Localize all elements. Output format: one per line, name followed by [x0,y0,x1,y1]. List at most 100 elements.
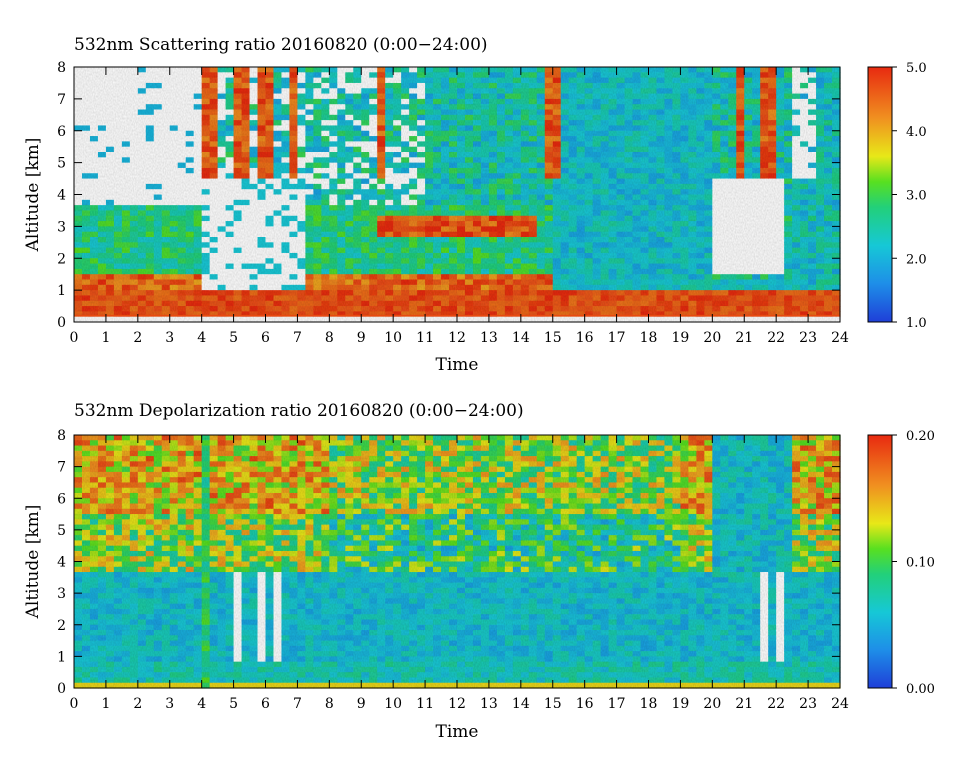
heatmap-cell [369,284,378,291]
heatmap-cell [161,279,171,286]
heatmap-cell [313,295,322,302]
heatmap-cell [632,109,642,116]
heatmap-cell [720,205,729,212]
heatmap-cell [329,263,338,270]
heatmap-cell [792,242,801,249]
heatmap-cell [265,226,275,233]
heatmap-cell [177,189,187,196]
heatmap-cell [281,316,291,323]
heatmap-cell [145,210,155,217]
heatmap-cell [113,540,123,547]
heatmap-cell [74,199,83,206]
heatmap-cell [153,194,163,201]
heatmap-cell [241,268,251,275]
heatmap-cell [105,194,115,201]
heatmap-cell [816,109,825,116]
heatmap-cell [329,215,338,222]
heatmap-cell [632,284,642,291]
heatmap-cell [433,183,442,190]
heatmap-cell [97,263,107,270]
heatmap-cell [113,456,123,462]
heatmap-cell [273,268,283,275]
heatmap-cell [656,226,666,233]
heatmap-cell [688,300,697,307]
heatmap-cell [361,205,370,212]
heatmap-cell [265,316,275,323]
heatmap-cell [337,295,346,302]
heatmap-cell [89,167,99,174]
heatmap-cell [417,215,426,222]
heatmap-cell [744,258,753,265]
heatmap-cell [137,205,147,212]
heatmap-cell [345,194,354,201]
heatmap-cell [249,306,259,312]
heatmap-cell [81,603,91,610]
heatmap-cell [177,125,187,132]
heatmap-cell [449,268,458,275]
heatmap-cell [768,300,777,307]
heatmap-cell [449,311,458,318]
heatmap-cell [624,157,634,164]
heatmap-cell [409,82,418,89]
heatmap-cell [105,566,115,573]
heatmap-cell [696,109,705,116]
heatmap-cell [153,109,163,116]
heatmap-cell [329,130,338,137]
heatmap-cell [273,274,283,281]
heatmap-cell [74,645,83,652]
heatmap-cell [137,268,147,275]
heatmap-cell [369,146,378,153]
heatmap-cell [752,295,761,302]
heatmap-cell [488,231,498,238]
heatmap-cell [688,77,697,84]
heatmap-cell [536,306,546,312]
heatmap-cell [584,311,594,318]
heatmap-cell [552,306,562,312]
heatmap-cell [672,77,682,84]
heatmap-cell [401,93,410,100]
heatmap-cell [736,237,745,243]
heatmap-cell [704,67,713,73]
heatmap-cell [457,268,466,275]
heatmap-cell [464,252,474,259]
x-tick-label: 10 [384,330,402,346]
heatmap-cell [768,252,777,259]
heatmap-cell [536,247,546,254]
heatmap-cell [624,231,634,238]
heatmap-cell [161,290,171,297]
heatmap-cell [592,279,602,286]
heatmap-cell [97,210,107,217]
heatmap-cell [257,284,267,291]
heatmap-cell [241,194,251,201]
heatmap-cell [345,72,354,79]
heatmap-cell [81,157,91,164]
heatmap-cell [449,295,458,302]
heatmap-cell [289,93,299,100]
heatmap-cell [249,231,259,238]
heatmap-cell [480,284,490,291]
heatmap-cell [664,125,674,132]
heatmap-cell [792,146,801,153]
heatmap-cell [704,104,713,111]
heatmap-cell [664,226,674,233]
heatmap-cell [560,120,570,127]
heatmap-cell [784,178,793,185]
heatmap-cell [369,104,378,111]
heatmap-cell [74,88,83,95]
heatmap-cell [145,82,155,89]
heatmap-cell [576,258,586,265]
heatmap-cell [480,157,490,164]
heatmap-cell [74,598,83,605]
heatmap-cell [377,247,386,254]
heatmap-cell [353,162,362,169]
heatmap-cell [824,210,833,217]
heatmap-cell [329,268,338,275]
heatmap-cell [193,300,203,307]
heatmap-cell [512,311,522,318]
heatmap-cell [592,300,602,307]
heatmap-cell [752,98,761,105]
heatmap-cell [552,114,562,121]
heatmap-cell [74,550,83,557]
heatmap-cell [217,125,227,132]
heatmap-cell [808,146,817,153]
